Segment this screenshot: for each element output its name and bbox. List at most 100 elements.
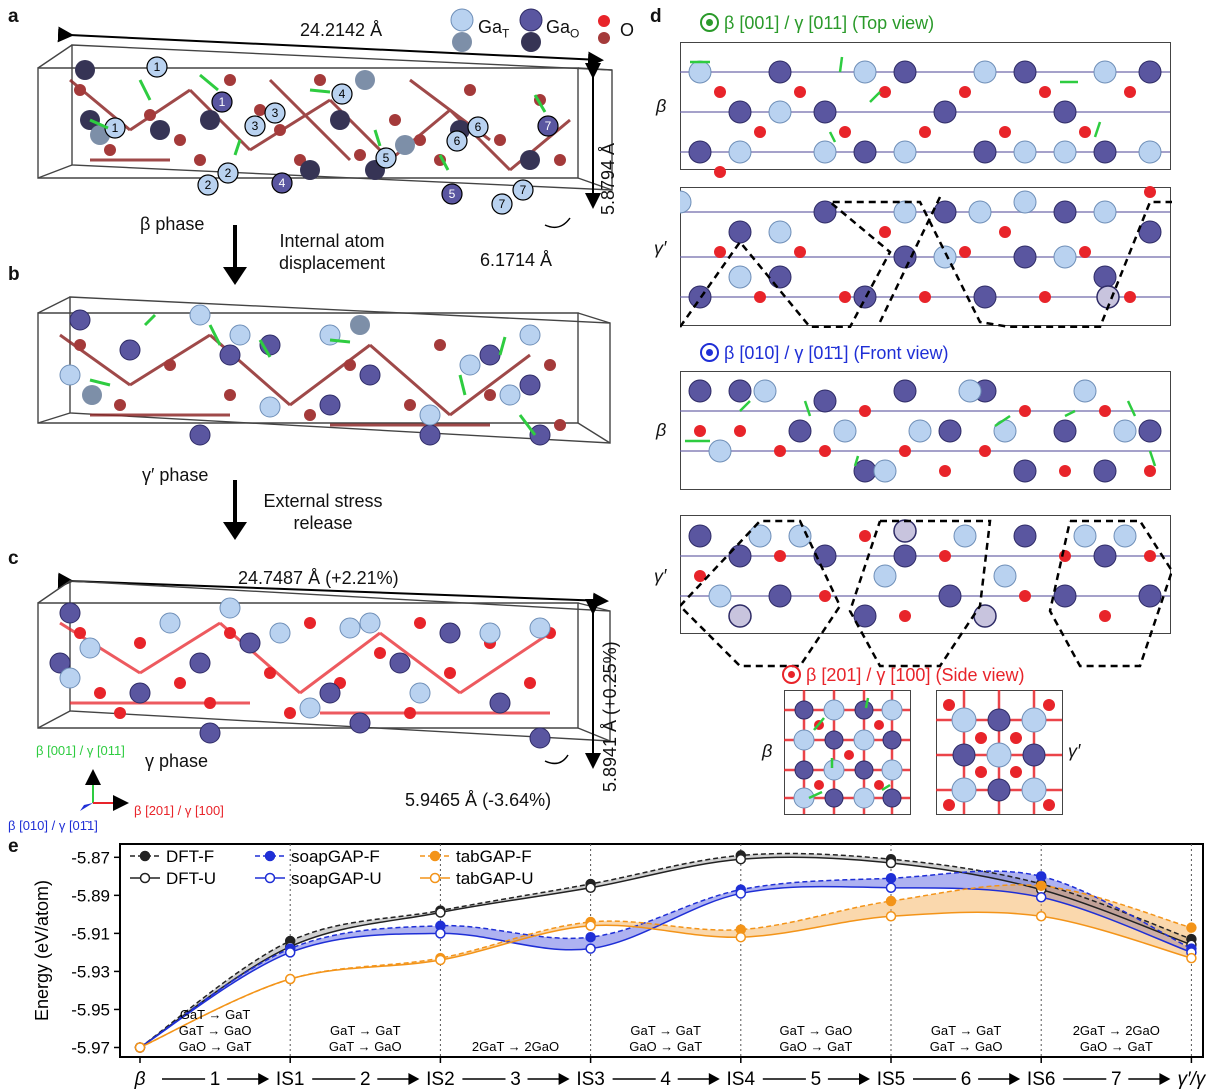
data-point (134, 1042, 146, 1053)
data-point (435, 954, 446, 966)
phase-c: γ phase (145, 751, 209, 771)
y-tick-label: -5.95 (71, 1000, 110, 1019)
arrow-down-1 (223, 225, 247, 285)
step-note: GaO → GaT (629, 1039, 702, 1054)
arrow-down-2 (223, 480, 247, 540)
legend-label: tabGAP-U (456, 869, 533, 888)
data-point (1035, 880, 1047, 892)
svg-text:6: 6 (454, 134, 461, 148)
step-note: GaO → GaT (1080, 1039, 1153, 1054)
panel-c-structure (37, 572, 611, 811)
dim-a-length: 24.2142 Å (300, 20, 383, 40)
x-tick-label: IS4 (727, 1069, 756, 1090)
dim-c-length: 24.7487 Å (+2.21%) (238, 568, 399, 588)
dim-a-height: 5.8794 Å (598, 142, 618, 215)
x-tick-label: γ′/γ (1177, 1069, 1206, 1090)
step-note: 2GaT → 2GaO (472, 1039, 559, 1054)
svg-text:1: 1 (112, 121, 119, 135)
beta-label-side: β (762, 741, 773, 761)
svg-text:4: 4 (339, 87, 346, 101)
arrow2-caption: External stress release (263, 491, 383, 533)
x-tick-label: IS3 (576, 1069, 605, 1090)
step-note: 2GaT → 2GaO (1073, 1023, 1160, 1038)
step-note: GaT → GaO (930, 1039, 1003, 1054)
phase-a: β phase (140, 214, 205, 234)
data-point (435, 928, 446, 939)
panel-d-top-view (680, 42, 1172, 328)
step-note: GaT → GaT (630, 1023, 701, 1038)
x-tick-label: β (134, 1069, 146, 1090)
step-arrowhead (859, 1073, 870, 1085)
step-arrowhead (558, 1073, 570, 1085)
step-note: GaT → GaO (179, 1023, 252, 1038)
data-point (1186, 922, 1197, 933)
step-label: 6 (961, 1069, 972, 1090)
legend-label: DFT-U (166, 869, 216, 888)
step-note: GaO → GaT (779, 1039, 852, 1054)
shaded-band (140, 884, 1192, 1048)
data-point (1186, 952, 1197, 964)
series-line (139, 911, 1192, 1049)
step-arrowhead (408, 1073, 420, 1085)
step-note: GaT → GaO (329, 1039, 402, 1054)
y-tick-label: -5.93 (71, 962, 110, 981)
legend-o: O (620, 20, 635, 40)
legend-label: tabGAP-F (456, 847, 532, 866)
data-point (735, 931, 747, 943)
svg-text:5: 5 (383, 151, 390, 165)
data-point (284, 947, 296, 958)
step-label: 5 (811, 1069, 822, 1090)
step-note: GaT → GaT (180, 1007, 251, 1022)
svg-text:2: 2 (225, 166, 232, 180)
legend-marker (139, 872, 151, 884)
legend-marker (264, 850, 276, 862)
data-point (585, 920, 596, 932)
front-view-title: β [010] / γ [01̄1] (Front view) (700, 343, 948, 364)
step-arrowhead (708, 1073, 720, 1085)
dim-a-depth: 6.1714 Å (480, 250, 553, 270)
legend-label: soapGAP-F (291, 847, 380, 866)
gamma-label-side: γ′ (1068, 741, 1081, 761)
phase-b: γ′ phase (142, 465, 209, 485)
panel-label-c: c (8, 548, 19, 569)
dim-c-depth: 5.9465 Å (-3.64%) (405, 790, 552, 810)
svg-text:1: 1 (154, 60, 161, 74)
gamma-label-front: γ′ (654, 566, 667, 586)
svg-text:7: 7 (499, 197, 506, 211)
step-arrowhead (1009, 1073, 1021, 1085)
data-point (1035, 892, 1047, 903)
step-label: 2 (360, 1069, 371, 1090)
x-tick-label: IS6 (1027, 1069, 1056, 1090)
y-axis-label: Energy (eV/atom) (32, 880, 52, 1021)
legend-label: DFT-F (166, 847, 214, 866)
step-label: 4 (660, 1069, 671, 1090)
x-tick-label: IS2 (426, 1069, 455, 1090)
data-point (435, 907, 446, 918)
data-point (585, 882, 596, 893)
axis-red-label: β [201] / γ [100] (134, 803, 224, 818)
panel-label-e: e (8, 836, 19, 857)
legend-marker (139, 850, 151, 862)
step-arrowhead (1159, 1073, 1171, 1085)
series-line (139, 884, 1192, 1049)
top-view-title: β [001] / γ [011] (Top view) (700, 13, 934, 34)
panel-a-structure: 1 1 1 2 2 3 3 4 4 5 5 6 6 7 7 7 (37, 26, 613, 229)
gamma-label-top: γ′ (654, 238, 667, 258)
step-note: GaT → GaO (780, 1023, 853, 1038)
series-line (139, 885, 1192, 1049)
y-tick-label: -5.91 (71, 924, 110, 943)
data-point (1035, 911, 1047, 922)
legend-marker (429, 850, 441, 862)
data-point (885, 882, 897, 893)
step-note: GaT → GaT (330, 1023, 401, 1038)
svg-text:2: 2 (205, 178, 212, 192)
svg-text:4: 4 (279, 176, 286, 190)
target-icon-blue (700, 343, 719, 362)
side-view-title: β [201] / γ [100] (Side view) (782, 665, 1024, 686)
svg-text:1: 1 (219, 95, 226, 109)
panel-label-b: b (8, 264, 20, 285)
panel-label-a: a (8, 6, 19, 27)
step-note: GaT → GaT (931, 1023, 1002, 1038)
step-label: 7 (1111, 1069, 1122, 1090)
legend-marker (264, 872, 276, 884)
